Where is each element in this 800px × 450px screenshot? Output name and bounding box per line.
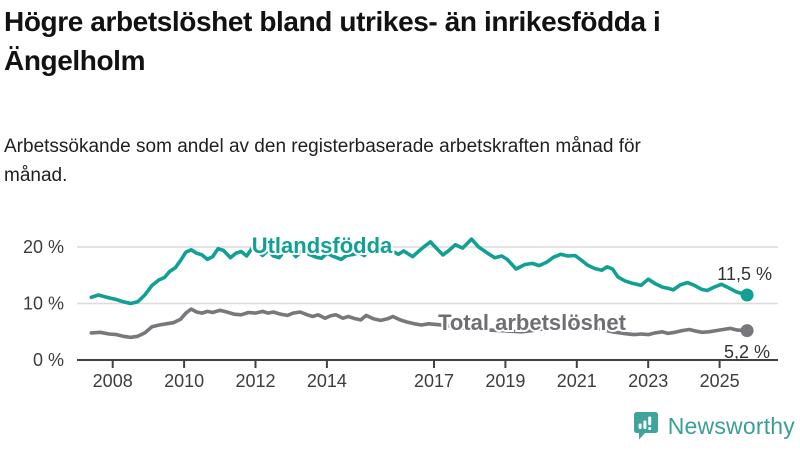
x-tick-label-2017: 2017: [414, 371, 454, 391]
series-line-0: [89, 237, 749, 306]
brand-wordmark: Newsworthy: [667, 412, 795, 439]
x-tick-label-2008: 2008: [93, 371, 133, 391]
series-label-0: Utlandsfödda: [252, 233, 393, 258]
unemployment-line-chart: 2008 2010 2012 2014 2017 2019 2021 2023 2025 0 % 1…: [23, 231, 778, 391]
x-tick-label-2025: 2025: [700, 371, 740, 391]
series-endpoint-0: [740, 288, 754, 302]
y-tick-label-20: 20 %: [23, 237, 64, 257]
newsworthy-logo: Newsworthy: [633, 408, 795, 444]
y-tick-label-0: 0 %: [33, 350, 64, 370]
series-line-1: [89, 307, 749, 340]
series-value-label-0: 11,5 %: [717, 264, 772, 284]
newsworthy-icon: [633, 412, 658, 440]
x-tick-label-2014: 2014: [307, 371, 347, 391]
series-endpoint-1: [740, 324, 754, 338]
x-tick-label-2023: 2023: [628, 371, 668, 391]
x-tick-label-2021: 2021: [557, 371, 597, 391]
page-title: Högre arbetslöshet bland utrikes- än inr…: [4, 6, 661, 76]
chart-subtitle: Arbetssökande som andel av den registerb…: [4, 136, 641, 186]
x-tick-label-2019: 2019: [485, 371, 525, 391]
y-tick-label-10: 10 %: [23, 294, 64, 314]
series-value-label-1: 5,2 %: [724, 342, 770, 362]
x-tick-label-2012: 2012: [235, 371, 275, 391]
x-tick-label-2010: 2010: [164, 371, 204, 391]
chart-area: 2008 2010 2012 2014 2017 2019 2021 2023 2025 0 % 1…: [0, 218, 800, 403]
series-label-1: Total arbetslöshet: [438, 310, 627, 335]
